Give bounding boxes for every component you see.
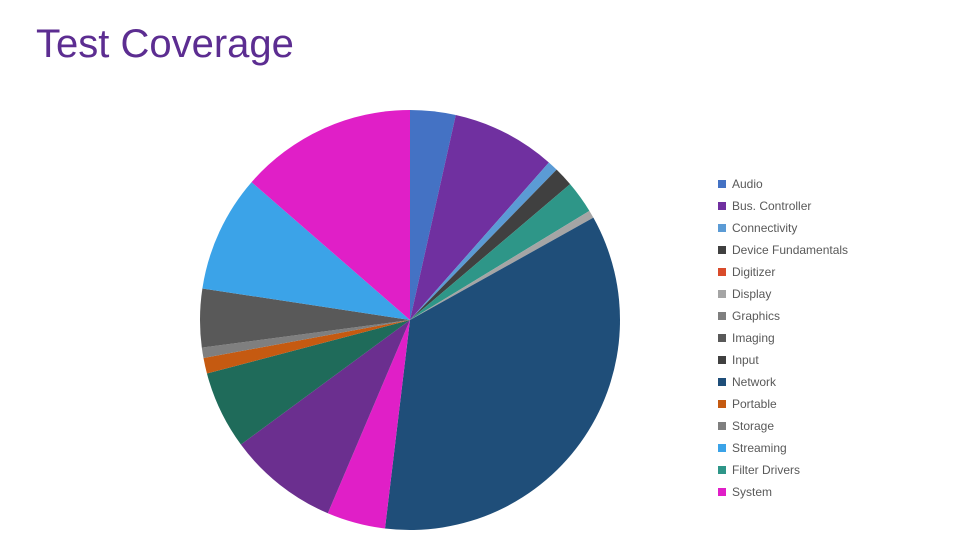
legend-label: Connectivity (732, 221, 797, 235)
legend-item: Audio (718, 175, 958, 193)
legend-item: Bus. Controller (718, 197, 958, 215)
legend-swatch (718, 356, 726, 364)
legend-label: Audio (732, 177, 763, 191)
legend-item: Network (718, 373, 958, 391)
legend-swatch (718, 444, 726, 452)
legend-swatch (718, 400, 726, 408)
legend-swatch (718, 224, 726, 232)
legend-label: Streaming (732, 441, 787, 455)
legend-label: Imaging (732, 331, 775, 345)
legend-label: Graphics (732, 309, 780, 323)
legend-label: Input (732, 353, 759, 367)
legend-swatch (718, 334, 726, 342)
legend-label: Digitizer (732, 265, 775, 279)
legend-swatch (718, 422, 726, 430)
legend-label: Filter Drivers (732, 463, 800, 477)
legend-item: Connectivity (718, 219, 958, 237)
legend-label: Portable (732, 397, 777, 411)
legend-swatch (718, 246, 726, 254)
legend-item: Portable (718, 395, 958, 413)
page-title: Test Coverage (36, 22, 294, 67)
legend-item: Storage (718, 417, 958, 435)
legend-swatch (718, 466, 726, 474)
legend-label: Device Fundamentals (732, 243, 848, 257)
legend-item: Filter Drivers (718, 461, 958, 479)
legend-label: Display (732, 287, 771, 301)
legend-label: Storage (732, 419, 774, 433)
legend-item: Digitizer (718, 263, 958, 281)
legend-item: Display (718, 285, 958, 303)
legend-swatch (718, 312, 726, 320)
legend-item: Streaming (718, 439, 958, 457)
legend-item: Graphics (718, 307, 958, 325)
legend-swatch (718, 290, 726, 298)
pie-chart (195, 105, 625, 535)
legend-swatch (718, 202, 726, 210)
legend-swatch (718, 180, 726, 188)
legend-item: System (718, 483, 958, 501)
legend-label: System (732, 485, 772, 499)
legend-swatch (718, 488, 726, 496)
legend-label: Bus. Controller (732, 199, 811, 213)
legend-label: Network (732, 375, 776, 389)
legend: Audio Bus. Controller Connectivity Device F… (718, 175, 958, 505)
legend-item: Imaging (718, 329, 958, 347)
legend-swatch (718, 378, 726, 386)
legend-item: Device Fundamentals (718, 241, 958, 259)
pie-svg (195, 105, 625, 535)
legend-swatch (718, 268, 726, 276)
legend-item: Input (718, 351, 958, 369)
